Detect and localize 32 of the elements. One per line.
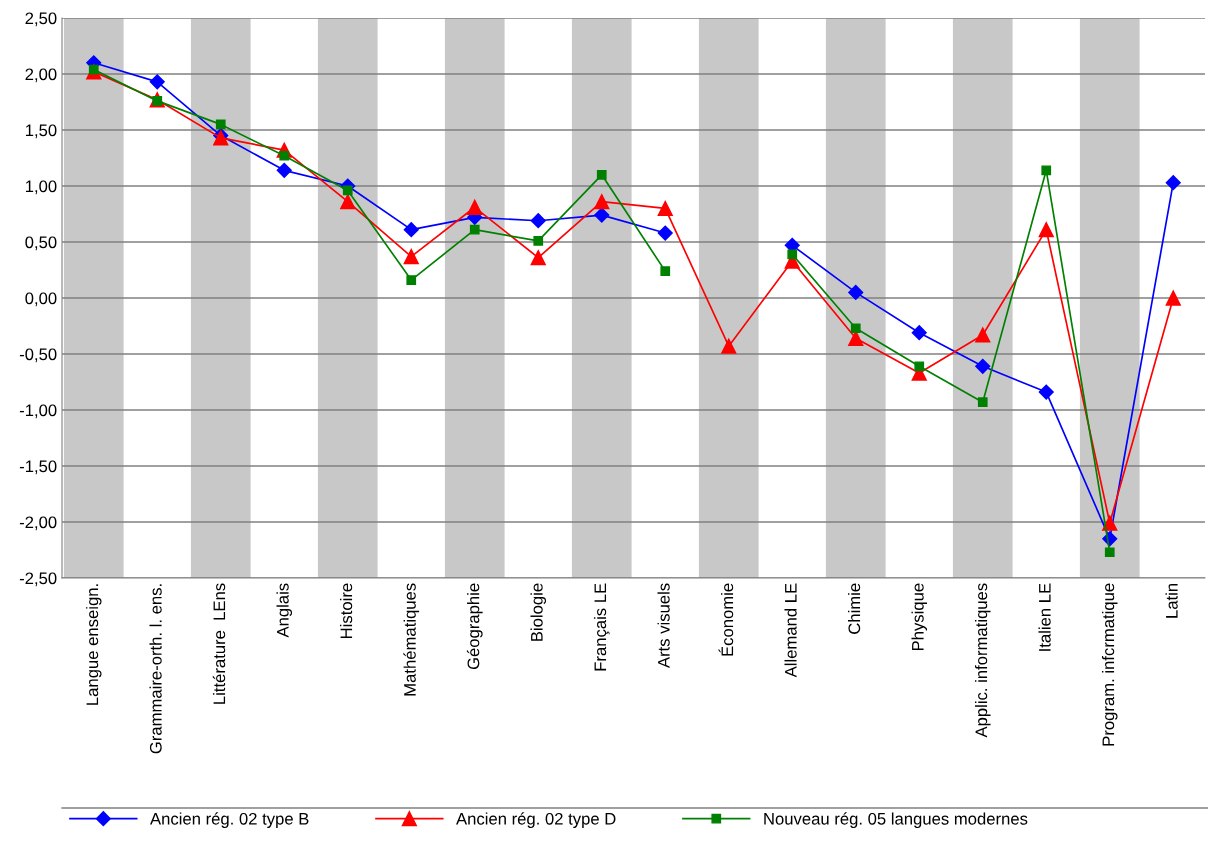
x-tick-label: Anglais: [276, 583, 293, 638]
x-tick-label: Grammaire-orth. l. ens.: [149, 584, 162, 754]
y-tick-label: -2,00: [19, 516, 57, 531]
x-tick-label: Physique: [911, 583, 928, 651]
y-tick-label: -2,50: [19, 572, 57, 587]
legend-label: Nouveau rég. 05 langues modernes: [764, 812, 1028, 828]
x-tick-label: Allemand LE: [784, 583, 797, 678]
x-tick-label: Program. infcrmatique: [1101, 583, 1118, 746]
y-tick-label: -1,50: [19, 460, 57, 475]
y-tick-label: -0,50: [19, 348, 57, 363]
y-tick-label: 0,50: [25, 236, 57, 251]
legend-label: Ancien rég. 02 type D: [456, 812, 616, 828]
x-tick-label: Arts visuels: [657, 583, 670, 669]
x-tick-label: Chimie: [847, 583, 861, 634]
x-tick-label: Biologie: [530, 583, 547, 641]
y-tick-label: 2,50: [25, 12, 57, 27]
x-tick-label: Applic. informatiques: [974, 583, 991, 738]
x-tick-label: Langue enseign.: [85, 584, 102, 705]
x-tick-label: Français LE: [593, 583, 610, 671]
y-tick-label: 1,50: [25, 124, 57, 139]
x-tick-label: Latin: [1165, 583, 1178, 618]
y-tick-label: -1,00: [19, 404, 57, 419]
legend-label: Ancien rég. 02 type B: [150, 812, 309, 828]
x-tick-label: Mathématiques: [403, 583, 420, 696]
x-tick-label: Économie: [718, 583, 734, 656]
x-tick-label: Géographie: [466, 583, 483, 670]
x-tick-label: Histoire: [339, 583, 353, 638]
x-tick-label: Littérature LEns: [212, 583, 226, 704]
y-tick-label: 1,00: [25, 180, 57, 195]
x-tick-label: Italien LE: [1038, 583, 1051, 651]
y-tick-label: 0,00: [25, 292, 57, 307]
y-tick-label: 2,00: [25, 68, 57, 83]
